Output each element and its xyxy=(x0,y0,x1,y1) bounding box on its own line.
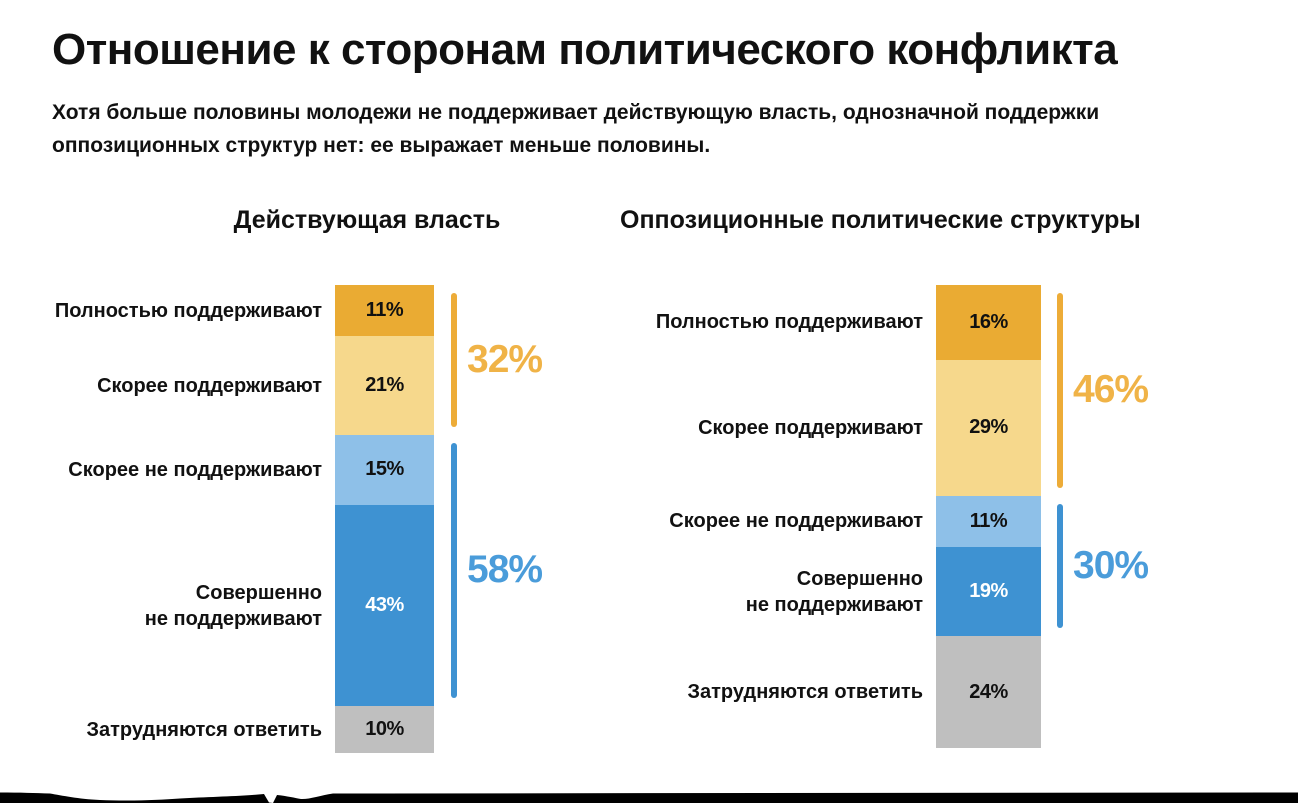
page-title: Отношение к сторонам политического конфл… xyxy=(52,25,1118,74)
bar-segment-undecided: 10% xyxy=(335,706,434,753)
bar-segment-rather-not-support: 11% xyxy=(936,495,1041,548)
category-label-completely-not-support: Совершенно не поддерживают xyxy=(745,567,923,616)
chart-opposition-structures-stacked-bar: 16% 29% 11% 19% 24% xyxy=(936,285,1041,749)
aggregate-value-not-support-total: 30% xyxy=(1073,543,1149,587)
aggregate-bracket-support-total xyxy=(1057,293,1063,488)
segment-value-rather-not-support: 15% xyxy=(365,458,404,481)
bar-segment-completely-not-support: 43% xyxy=(335,504,434,707)
bar-segment-completely-not-support: 19% xyxy=(936,547,1041,636)
aggregate-value-not-support-total: 58% xyxy=(467,548,543,592)
segment-value-undecided: 24% xyxy=(969,680,1008,703)
bar-segment-fully-support: 16% xyxy=(936,285,1041,360)
chart-current-government-stacked-bar: 11% 21% 15% 43% 10% xyxy=(335,285,434,753)
torn-paper-edge xyxy=(0,792,1298,803)
category-label-rather-support: Скорее поддерживают xyxy=(97,374,322,397)
category-label-rather-not-support: Скорее не поддерживают xyxy=(68,458,322,481)
aggregate-bracket-not-support-total xyxy=(1057,503,1063,628)
aggregate-value-support-total: 32% xyxy=(467,337,543,381)
segment-value-undecided: 10% xyxy=(365,718,404,741)
category-label-fully-support: Полностью поддерживают xyxy=(655,311,923,334)
chart-current-government: Действующая власть 11% 21% 15% 43% 10% Полност… xyxy=(40,200,640,800)
aggregate-value-support-total: 46% xyxy=(1073,368,1149,412)
chart-current-government-title: Действующая власть xyxy=(233,206,501,234)
bar-segment-rather-support: 29% xyxy=(936,359,1041,496)
category-label-rather-support: Скорее поддерживают xyxy=(698,416,923,439)
segment-value-completely-not-support: 19% xyxy=(969,580,1008,603)
bar-segment-fully-support: 11% xyxy=(335,285,434,337)
segment-value-rather-support: 29% xyxy=(969,416,1008,439)
chart-opposition-structures-title: Оппозиционные политические структуры xyxy=(620,206,1141,234)
bar-segment-rather-not-support: 15% xyxy=(335,434,434,505)
category-label-undecided: Затрудняются ответить xyxy=(687,681,923,704)
segment-value-completely-not-support: 43% xyxy=(365,594,404,617)
chart-opposition-structures: Оппозиционные политические структуры 16% 2… xyxy=(620,200,1280,800)
segment-value-fully-support: 16% xyxy=(969,310,1008,333)
bar-segment-undecided: 24% xyxy=(936,635,1041,749)
segment-value-rather-support: 21% xyxy=(365,374,404,397)
category-label-rather-not-support: Скорее не поддерживают xyxy=(669,510,923,533)
segment-value-fully-support: 11% xyxy=(365,299,404,322)
category-label-fully-support: Полностью поддерживают xyxy=(54,299,322,322)
category-label-completely-not-support: Совершенно не поддерживают xyxy=(144,581,322,630)
page-subtitle: Хотя больше половины молодежи не поддерж… xyxy=(52,101,1100,157)
aggregate-bracket-support-total xyxy=(451,293,457,427)
category-label-undecided: Затрудняются ответить xyxy=(86,718,322,741)
torn-paper-edge-shape xyxy=(0,792,1298,803)
aggregate-bracket-not-support-total xyxy=(451,442,457,699)
segment-value-rather-not-support: 11% xyxy=(969,509,1008,532)
bar-segment-rather-support: 21% xyxy=(335,336,434,435)
